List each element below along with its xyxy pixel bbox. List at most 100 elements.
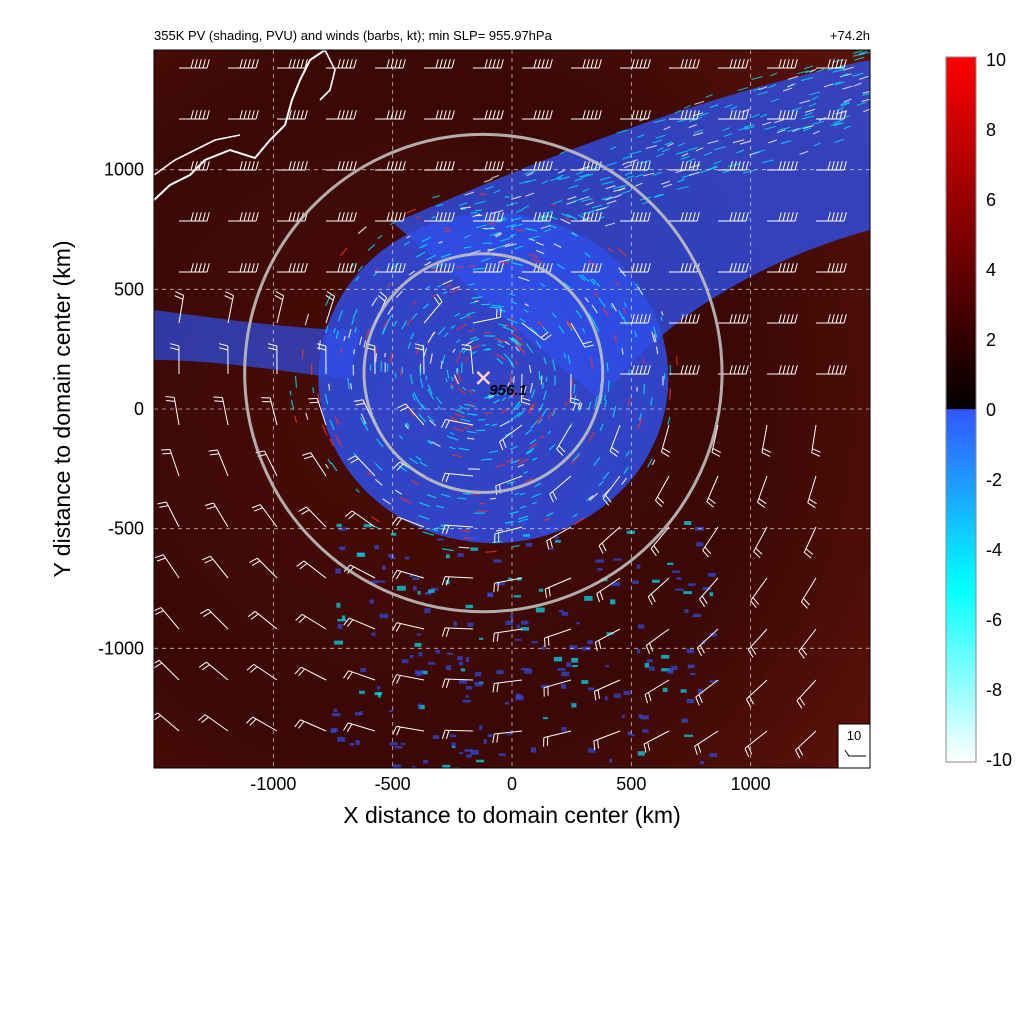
wind-barb-feather [645, 645, 651, 655]
wind-barb-feather [443, 212, 447, 222]
wind-barb [522, 212, 553, 222]
wind-barb [295, 613, 327, 630]
wind-barb-feather [782, 110, 786, 120]
pv-streak [625, 450, 630, 457]
wind-barb-feather [252, 560, 261, 566]
pv-streak [577, 401, 582, 409]
wind-barb [375, 212, 406, 222]
pv-streak [490, 231, 501, 236]
pv-streak [536, 249, 545, 255]
pv-streak [645, 144, 657, 150]
wind-barb-shaft [301, 613, 327, 630]
pv-patch [608, 758, 613, 763]
wind-barb-shaft [549, 475, 572, 495]
pv-streak [614, 280, 620, 287]
wind-barb-feather [443, 110, 447, 120]
wind-barb-feather [737, 263, 741, 273]
wind-barb [424, 59, 455, 69]
wind-barb-feather [701, 595, 708, 604]
wind-barb-feather [745, 59, 749, 69]
wind-barb-feather [439, 263, 443, 273]
wind-barb-feather [353, 110, 357, 120]
wind-barb-feather [778, 161, 782, 171]
pv-patch [554, 539, 561, 543]
wind-barb-shaft [204, 714, 229, 732]
pv-streak [751, 113, 760, 118]
pv-streak [474, 300, 479, 303]
wind-barb-feather [839, 314, 843, 324]
wind-barb [274, 291, 285, 324]
wind-barb-feather [831, 314, 835, 324]
colorbar-tick-label: 6 [986, 190, 996, 210]
wind-barb [620, 59, 651, 69]
wind-barb-feather [582, 263, 586, 273]
wind-barb-feather [729, 161, 733, 171]
wind-barb-feather [729, 263, 733, 273]
pv-patch [337, 736, 345, 742]
pv-streak [531, 501, 538, 505]
pv-streak [393, 320, 398, 327]
pv-streak [498, 323, 507, 327]
pv-patch [572, 664, 579, 668]
range-ring [362, 252, 605, 494]
wind-barb [277, 161, 308, 171]
pv-patch [523, 534, 530, 537]
wind-barb-feather [292, 263, 296, 273]
wind-barb-feather [202, 110, 206, 120]
pv-streak [581, 210, 594, 215]
wind-barb-feather [684, 314, 688, 324]
wind-barb-feather [835, 110, 839, 120]
wind-barb-feather [545, 161, 549, 171]
wind-barb-shaft [303, 560, 327, 579]
pv-streak [360, 413, 367, 425]
pv-streak [535, 241, 544, 246]
pv-streak [452, 348, 456, 353]
wind-barb-shaft [494, 730, 523, 735]
pv-streak [613, 334, 618, 344]
wind-barb [154, 712, 180, 732]
pv-patch [337, 624, 343, 629]
wind-barb [544, 577, 572, 598]
wind-barb [718, 263, 749, 273]
wind-barb-feather [684, 110, 688, 120]
pv-streak [661, 180, 671, 185]
pv-streak [460, 206, 472, 210]
wind-barb-feather [202, 611, 212, 617]
wind-barb-feather [251, 161, 255, 171]
pv-streak [384, 352, 386, 358]
pv-streak [571, 379, 574, 388]
wind-barb [492, 628, 523, 643]
wind-barb [301, 452, 327, 477]
pv-streak [526, 172, 534, 177]
wind-barb-shaft [157, 712, 180, 732]
pv-streak [446, 369, 450, 379]
wind-barb-feather [154, 554, 164, 559]
wind-barb-feather [204, 502, 214, 506]
colorbar-tick-label: 4 [986, 260, 996, 280]
wind-barb-feather [586, 263, 590, 273]
wind-barb-shaft [269, 397, 278, 426]
wind-barb-feather [349, 212, 353, 222]
pv-streak [741, 108, 750, 113]
pv-streak [621, 348, 624, 355]
colorbar-tick-label: -6 [986, 610, 1002, 630]
wind-barb-feather [635, 365, 639, 375]
pv-streak [607, 380, 610, 392]
wind-barb-shaft [746, 679, 768, 700]
pv-streak [436, 505, 445, 509]
pv-patch [508, 577, 512, 581]
pv-patch [561, 671, 570, 677]
wind-barb-shaft [325, 296, 335, 324]
pv-streak [459, 314, 471, 320]
pv-streak [510, 459, 520, 465]
wind-barb [644, 679, 670, 704]
wind-barb-feather [294, 719, 301, 728]
wind-barb-feather [692, 161, 696, 171]
wind-barb-feather [733, 263, 737, 273]
wind-barb-shaft [264, 450, 278, 477]
wind-barb-feather [292, 110, 296, 120]
pv-streak [460, 208, 466, 211]
wind-barb-feather [500, 212, 504, 222]
wind-barb-feather [762, 448, 772, 453]
pv-patch [538, 588, 544, 592]
